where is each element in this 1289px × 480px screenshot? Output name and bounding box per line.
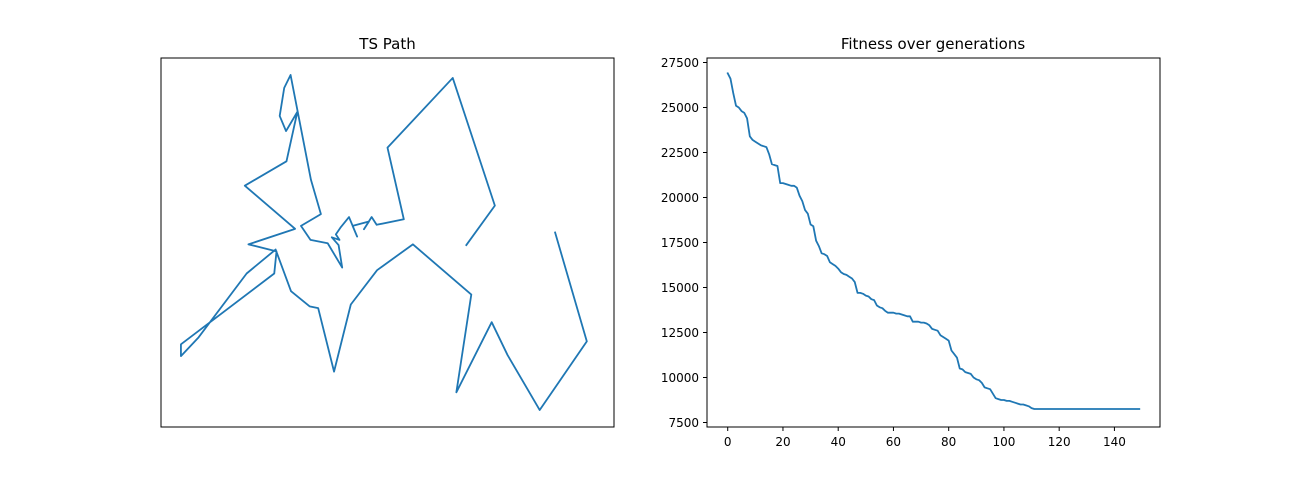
tsp-path-title: TS Path	[358, 35, 415, 53]
fitness-x-tick-label: 20	[775, 435, 790, 449]
tsp-path-axes-frame	[160, 57, 615, 428]
fitness-line	[726, 72, 1141, 410]
tsp-path-axes: TS Path	[160, 35, 615, 428]
fitness-y-tick-label: 22500	[661, 146, 699, 160]
fitness-x-ticks: 0 20 40 60 80 100 120 140	[724, 427, 1126, 449]
tsp-path-line	[180, 74, 588, 411]
tsp-path-series-group	[180, 74, 588, 411]
fitness-axes: Fitness over generations 0 20 40 60 80 100 120…	[661, 35, 1161, 449]
fitness-x-tick-label: 80	[941, 435, 956, 449]
fitness-y-tick-label: 7500	[668, 416, 699, 430]
fitness-y-tick-label: 10000	[661, 371, 699, 385]
fitness-x-tick-label: 120	[1048, 435, 1071, 449]
fitness-x-tick-label: 60	[886, 435, 901, 449]
fitness-y-tick-label: 17500	[661, 236, 699, 250]
fitness-y-tick-label: 27500	[661, 56, 699, 70]
fitness-series-group	[726, 72, 1141, 410]
fitness-y-tick-label: 15000	[661, 281, 699, 295]
fitness-axes-frame	[706, 57, 1161, 428]
fitness-x-tick-label: 40	[831, 435, 846, 449]
fitness-x-tick-label: 100	[992, 435, 1015, 449]
fitness-x-tick-label: 0	[724, 435, 732, 449]
fitness-x-tick-label: 140	[1103, 435, 1126, 449]
fitness-title: Fitness over generations	[841, 35, 1026, 53]
fitness-y-tick-label: 20000	[661, 191, 699, 205]
fitness-y-ticks: 7500 10000 12500 15000 17500 20000 22500 25000 2…	[661, 56, 707, 430]
fitness-y-tick-label: 25000	[661, 101, 699, 115]
fitness-y-tick-label: 12500	[661, 326, 699, 340]
